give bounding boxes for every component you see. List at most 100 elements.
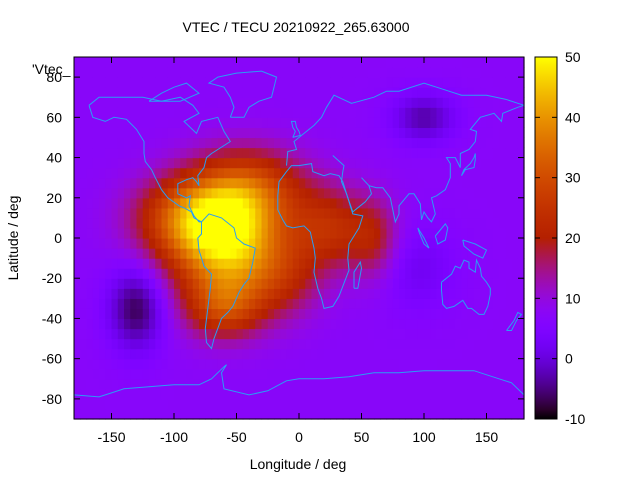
heatmap-cell bbox=[342, 207, 350, 219]
heatmap-cell bbox=[461, 248, 469, 259]
heatmap-cell bbox=[130, 107, 138, 118]
heatmap-cell bbox=[380, 258, 388, 269]
heatmap-cell bbox=[274, 298, 281, 309]
heatmap-cell bbox=[505, 127, 513, 139]
heatmap-cell bbox=[474, 167, 481, 179]
heatmap-cell bbox=[280, 408, 288, 420]
heatmap-cell bbox=[474, 368, 481, 380]
heatmap-cell bbox=[111, 248, 119, 259]
heatmap-cell bbox=[80, 308, 88, 320]
heatmap-cell bbox=[105, 308, 113, 320]
heatmap-cell bbox=[424, 398, 431, 410]
heatmap-cell bbox=[199, 77, 206, 88]
heatmap-cell bbox=[192, 338, 200, 350]
coastline bbox=[73, 364, 525, 398]
heatmap-cell bbox=[167, 117, 175, 128]
heatmap-cell bbox=[86, 77, 94, 88]
heatmap-cell bbox=[330, 157, 338, 169]
heatmap-cell bbox=[392, 217, 400, 229]
heatmap-cell bbox=[124, 318, 131, 330]
heatmap-cell bbox=[161, 127, 169, 139]
heatmap-cell bbox=[230, 137, 238, 149]
heatmap-cell bbox=[242, 278, 250, 289]
heatmap-cell bbox=[86, 87, 94, 98]
heatmap-cell bbox=[161, 147, 169, 159]
heatmap-cell bbox=[267, 147, 275, 159]
heatmap-cell bbox=[274, 328, 281, 340]
heatmap-cell bbox=[161, 378, 169, 390]
heatmap-cell bbox=[130, 207, 138, 219]
heatmap-cell bbox=[167, 238, 175, 249]
heatmap-cell bbox=[217, 368, 225, 380]
heatmap-cell bbox=[155, 87, 163, 98]
heatmap-cell bbox=[117, 77, 125, 88]
heatmap-cell bbox=[286, 117, 294, 128]
heatmap-cell bbox=[230, 278, 238, 289]
heatmap-cell bbox=[117, 67, 125, 78]
heatmap-cell bbox=[374, 258, 381, 269]
heatmap-cell bbox=[186, 227, 194, 239]
heatmap-cell bbox=[430, 197, 438, 209]
heatmap-cell bbox=[242, 308, 250, 320]
heatmap-cell bbox=[405, 398, 413, 410]
heatmap-cell bbox=[261, 318, 269, 330]
heatmap-cell bbox=[492, 157, 500, 169]
heatmap-cell bbox=[330, 97, 338, 108]
heatmap-cell bbox=[92, 348, 100, 360]
heatmap-cell bbox=[342, 167, 350, 179]
heatmap-cell bbox=[361, 238, 369, 249]
heatmap-cell bbox=[211, 338, 219, 350]
heatmap-cell bbox=[267, 57, 275, 68]
heatmap-cell bbox=[455, 167, 463, 179]
heatmap-cell bbox=[499, 298, 506, 309]
heatmap-cell bbox=[130, 97, 138, 108]
heatmap-cell bbox=[324, 177, 331, 189]
heatmap-cell bbox=[517, 328, 525, 340]
heatmap-cell bbox=[117, 207, 125, 219]
heatmap-cell bbox=[236, 368, 244, 380]
heatmap-cell bbox=[474, 67, 481, 78]
heatmap-cell bbox=[336, 298, 344, 309]
heatmap-cell bbox=[267, 217, 275, 229]
heatmap-cell bbox=[255, 77, 263, 88]
heatmap-cell bbox=[424, 278, 431, 289]
heatmap-cell bbox=[317, 157, 325, 169]
heatmap-cell bbox=[342, 278, 350, 289]
heatmap-cell bbox=[392, 127, 400, 139]
heatmap-cell bbox=[386, 248, 394, 259]
heatmap-cell bbox=[336, 248, 344, 259]
heatmap-cell bbox=[330, 258, 338, 269]
heatmap-cell bbox=[192, 348, 200, 360]
heatmap-cell bbox=[355, 368, 363, 380]
heatmap-cell bbox=[399, 137, 406, 149]
heatmap-cell bbox=[267, 67, 275, 78]
heatmap-cell bbox=[92, 167, 100, 179]
heatmap-cell bbox=[349, 298, 356, 309]
heatmap-cell bbox=[74, 227, 81, 239]
heatmap-cell bbox=[442, 167, 450, 179]
heatmap-cell bbox=[199, 358, 206, 370]
heatmap-cell bbox=[92, 248, 100, 259]
heatmap-cell bbox=[249, 318, 256, 330]
heatmap-cell bbox=[436, 268, 444, 279]
heatmap-cell bbox=[111, 388, 119, 400]
heatmap-cell bbox=[205, 107, 213, 118]
heatmap-cell bbox=[261, 358, 269, 370]
heatmap-cell bbox=[517, 318, 525, 330]
heatmap-cell bbox=[155, 127, 163, 139]
heatmap-cell bbox=[374, 248, 381, 259]
heatmap-cell bbox=[111, 207, 119, 219]
heatmap-cell bbox=[442, 117, 450, 128]
heatmap-cell bbox=[342, 308, 350, 320]
heatmap-cell bbox=[499, 117, 506, 128]
heatmap-cell bbox=[149, 217, 156, 229]
heatmap-cell bbox=[167, 278, 175, 289]
heatmap-cells bbox=[74, 57, 525, 420]
x-tick-label: 100 bbox=[412, 429, 436, 445]
heatmap-cell bbox=[174, 368, 181, 380]
heatmap-cell bbox=[130, 137, 138, 149]
heatmap-cell bbox=[317, 258, 325, 269]
heatmap-cell bbox=[311, 87, 319, 98]
heatmap-cell bbox=[86, 328, 94, 340]
heatmap-cell bbox=[417, 408, 425, 420]
